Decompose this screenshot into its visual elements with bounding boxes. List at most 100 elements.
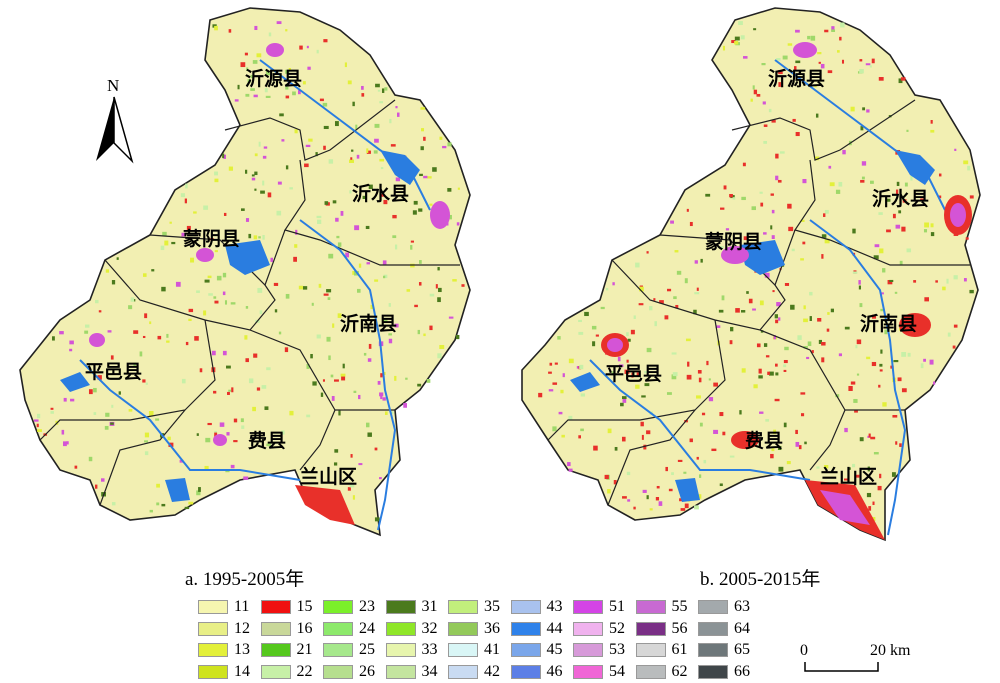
legend-swatch	[635, 664, 666, 679]
county-label-yishui: 沂水县	[872, 187, 929, 210]
legend-code-label: 15	[296, 598, 313, 615]
legend-swatch	[198, 621, 228, 636]
legend-item-15: 15	[260, 597, 313, 617]
legend-swatch	[510, 621, 541, 636]
legend-swatch	[448, 600, 478, 614]
legend-item-24: 24	[323, 619, 375, 639]
legend-item-34: 34	[385, 662, 438, 682]
county-label-lanshan: 兰山区	[300, 465, 357, 488]
legend-code-label: 66	[734, 662, 750, 680]
caption-panel-a: a. 1995-2005年	[185, 569, 305, 590]
legend-swatch	[510, 664, 541, 679]
legend-code-label: 23	[359, 598, 375, 615]
legend-code-label: 35	[484, 598, 500, 615]
legend-code-label: 13	[234, 641, 250, 658]
legend-swatch	[385, 600, 416, 614]
scale-bar-line	[804, 662, 879, 672]
legend-code-label: 32	[421, 619, 438, 637]
legend-item-65: 65	[698, 640, 750, 660]
scale-bar: 0 20 km	[800, 640, 970, 680]
legend-item-55: 55	[635, 597, 688, 617]
legend-item-43: 43	[510, 597, 563, 617]
legend-item-56: 56	[635, 619, 688, 639]
legend-item-35: 35	[448, 597, 500, 617]
legend-item-36: 36	[448, 619, 500, 639]
built-up-areas	[601, 42, 972, 540]
legend-item-54: 54	[573, 662, 625, 682]
county-label-pingyi: 平邑县	[85, 361, 142, 383]
north-arrow-label: N	[107, 76, 119, 95]
legend-code-label: 64	[734, 619, 750, 637]
land-cover-speckles	[538, 21, 974, 533]
legend-code-label: 56	[671, 619, 688, 637]
legend-code-label: 63	[734, 598, 750, 615]
reservoirs	[60, 150, 420, 502]
legend-swatch	[510, 600, 541, 614]
legend-item-63: 63	[698, 597, 750, 617]
legend-item-53: 53	[573, 640, 625, 660]
legend-code-label: 51	[609, 598, 625, 615]
county-label-yiyuan: 沂源县	[768, 67, 825, 90]
legend-swatch	[573, 643, 603, 657]
legend-code-label: 65	[734, 641, 750, 658]
legend-swatch	[573, 621, 603, 636]
legend-item-21: 21	[260, 640, 313, 660]
county-label-pingyi: 平邑县	[605, 363, 662, 385]
legend-item-46: 46	[510, 662, 563, 682]
legend-swatch	[635, 643, 666, 657]
legend-code-label: 62	[671, 662, 688, 680]
legend-swatch	[635, 621, 666, 636]
legend-item-11: 11	[198, 597, 249, 617]
legend-code-label: 25	[359, 641, 375, 658]
legend-code-label: 42	[484, 662, 500, 680]
legend-swatch	[448, 621, 478, 636]
land-cover-speckles	[33, 21, 465, 522]
map-svg-a: 沂源县 沂水县 蒙阴县 沂南县 平邑县 费县 兰山区	[19, 7, 471, 537]
legend-code-label: 43	[546, 598, 563, 615]
legend-item-62: 62	[635, 662, 688, 682]
legend-item-64: 64	[698, 619, 750, 639]
legend-swatch	[698, 643, 728, 657]
legend-code-label: 16	[296, 619, 313, 637]
legend: 11 12 13 14 15 16 21 22 23 24 25 26 31 32 33 34 35 36 41 42…	[198, 597, 758, 683]
legend-item-26: 26	[323, 662, 375, 682]
legend-swatch	[323, 600, 353, 614]
legend-item-51: 51	[573, 597, 625, 617]
region-outline	[521, 7, 981, 542]
map-panel-2005-2015: 沂源县 沂水县 蒙阴县 沂南县 平邑县 费县 兰山区	[500, 0, 1000, 560]
legend-code-label: 45	[546, 641, 563, 658]
county-label-yinan: 沂南县	[860, 312, 917, 335]
legend-swatch	[323, 621, 353, 636]
legend-swatch	[385, 664, 416, 679]
county-boundaries	[39, 99, 460, 506]
legend-swatch	[323, 664, 353, 679]
built-up-areas	[89, 43, 450, 525]
legend-code-label: 12	[234, 619, 250, 637]
map-svg-b: 沂源县 沂水县 蒙阴县 沂南县 平邑县 费县 兰山区	[521, 7, 981, 542]
legend-swatch	[635, 600, 666, 614]
legend-swatch	[198, 643, 228, 657]
legend-item-44: 44	[510, 619, 563, 639]
legend-code-label: 54	[609, 662, 625, 680]
legend-code-label: 44	[546, 619, 563, 637]
legend-swatch	[448, 643, 478, 657]
legend-code-label: 31	[421, 598, 438, 615]
legend-code-label: 61	[671, 641, 688, 658]
legend-item-32: 32	[385, 619, 438, 639]
legend-item-25: 25	[323, 640, 375, 660]
legend-code-label: 14	[234, 662, 250, 680]
legend-swatch	[260, 600, 291, 614]
legend-swatch	[573, 664, 603, 679]
county-label-yinan: 沂南县	[340, 312, 397, 335]
legend-code-label: 26	[359, 662, 375, 680]
legend-item-41: 41	[448, 640, 500, 660]
legend-swatch	[260, 664, 291, 679]
legend-swatch	[573, 600, 603, 614]
county-label-feixian: 费县	[745, 430, 783, 452]
legend-item-23: 23	[323, 597, 375, 617]
legend-item-31: 31	[385, 597, 438, 617]
legend-item-66: 66	[698, 662, 750, 682]
legend-item-12: 12	[198, 619, 250, 639]
scale-end-label: 20 km	[870, 642, 911, 659]
legend-swatch	[385, 621, 416, 636]
